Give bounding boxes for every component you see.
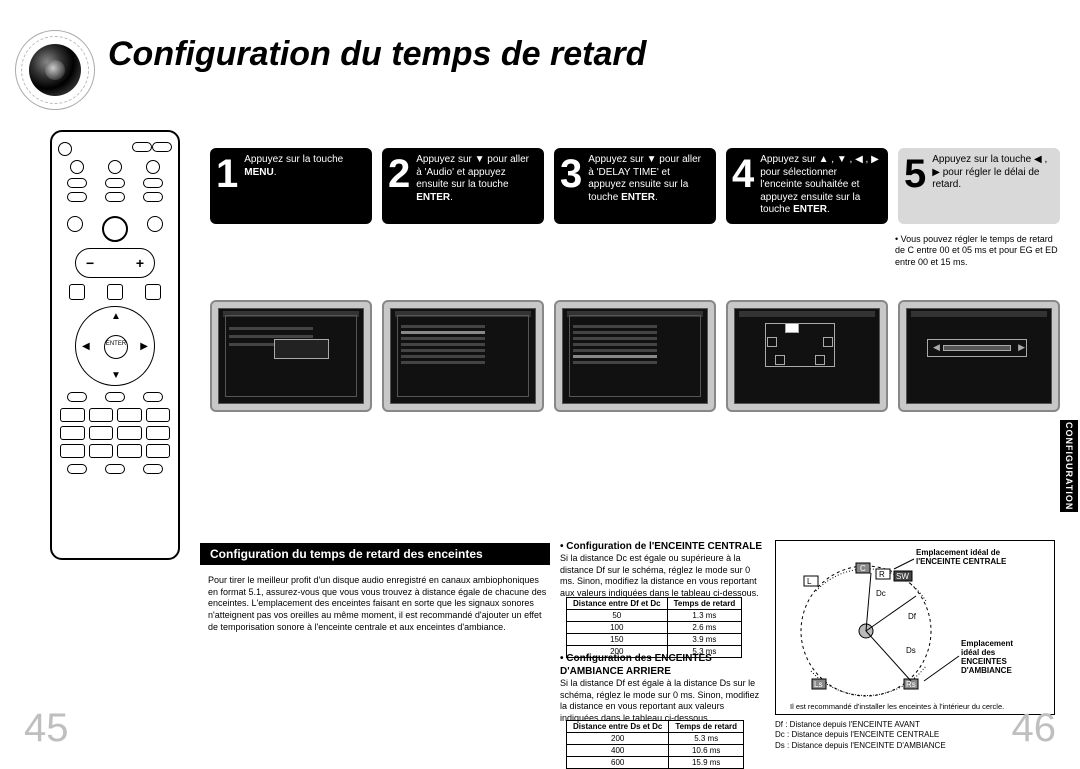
svg-text:Ls: Ls [814, 680, 822, 689]
screen-1 [210, 300, 372, 412]
intro-paragraph: Pour tirer le meilleur profit d'un disqu… [208, 575, 548, 633]
rear-block: • Configuration des ENCEINTES D'AMBIANCE… [560, 652, 765, 725]
svg-text:ENCEINTES: ENCEINTES [961, 657, 1007, 666]
centre-block: • Configuration de l'ENCEINTE CENTRALE S… [560, 540, 765, 600]
centre-table: Distance entre Df et DcTemps de retard 5… [566, 597, 742, 658]
section-tab: CONFIGURATION [1060, 420, 1078, 512]
page-number-right: 46 [1012, 706, 1057, 751]
screen-4 [726, 300, 888, 412]
step-2: 2Appuyez sur ▼ pour aller à 'Audio' et a… [382, 148, 544, 224]
svg-text:L: L [807, 577, 812, 586]
page-number-left: 45 [24, 706, 69, 751]
svg-text:Ds: Ds [906, 646, 916, 655]
step5-footnote: • Vous pouvez régler le temps de retard … [895, 234, 1060, 268]
screen-5: ◀ ▶ [898, 300, 1060, 412]
svg-text:Rs: Rs [906, 680, 916, 689]
step-1: 1Appuyez sur la touche MENU. [210, 148, 372, 224]
remote-illustration: −+ ENTER ▲ ▼ ◀ ▶ [50, 130, 180, 560]
screen-3 [554, 300, 716, 412]
svg-text:idéal des: idéal des [961, 648, 996, 657]
svg-text:l'ENCEINTE CENTRALE: l'ENCEINTE CENTRALE [916, 557, 1007, 566]
speaker-decor-icon [15, 30, 95, 110]
svg-text:Emplacement idéal de: Emplacement idéal de [916, 548, 1001, 557]
page-title: Configuration du temps de retard [108, 35, 646, 74]
svg-text:Emplacement: Emplacement [961, 639, 1013, 648]
step-4: 4Appuyez sur ▲ , ▼ , ◀ , ▶ pour sélectio… [726, 148, 888, 224]
step-3: 3Appuyez sur ▼ pour aller à 'DELAY TIME'… [554, 148, 716, 224]
svg-text:R: R [879, 570, 885, 579]
svg-text:D'AMBIANCE: D'AMBIANCE [961, 666, 1012, 675]
svg-text:Il est recommandé d'installer: Il est recommandé d'installer les encein… [790, 702, 1004, 711]
speaker-layout-diagram: Emplacement idéal de l'ENCEINTE CENTRALE… [775, 540, 1055, 715]
screens-row: ◀ ▶ [210, 300, 1060, 412]
svg-text:C: C [860, 564, 866, 573]
svg-text:Dc: Dc [876, 589, 886, 598]
step-5: 5Appuyez sur la touche ◀ , ▶ pour régler… [898, 148, 1060, 224]
rear-table: Distance entre Ds et DcTemps de retard 2… [566, 720, 744, 769]
subsection-title-bar: Configuration du temps de retard des enc… [200, 543, 550, 565]
svg-text:Df: Df [908, 612, 917, 621]
screen-2 [382, 300, 544, 412]
steps-row: 1Appuyez sur la touche MENU. 2Appuyez su… [210, 148, 1060, 224]
svg-text:SW: SW [896, 572, 909, 581]
